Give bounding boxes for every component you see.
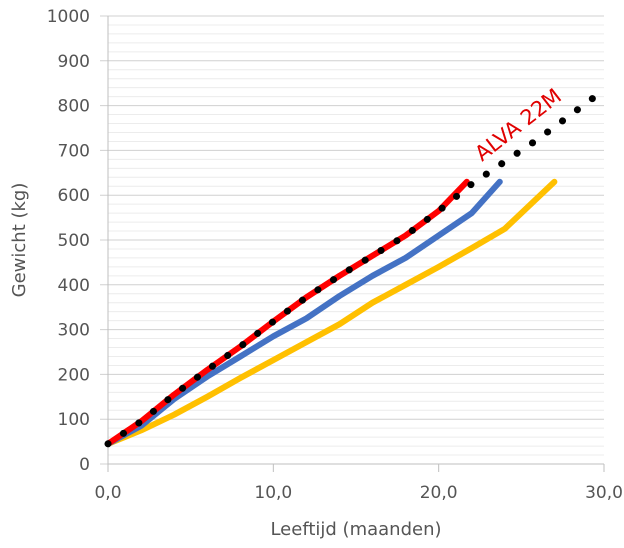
x-tick-label: 20,0: [420, 483, 458, 503]
y-axis-title: Gewicht (kg): [9, 183, 30, 298]
x-axis-title: Leeftijd (maanden): [270, 519, 441, 540]
x-tick-label: 0,0: [94, 483, 121, 503]
y-tick-label: 300: [58, 321, 90, 341]
y-tick-label: 600: [58, 186, 90, 206]
x-tick-label: 30,0: [585, 483, 623, 503]
y-tick-label: 100: [58, 410, 90, 430]
y-tick-labels: 0 100 200 300 400 500 600 700 800 900 1000: [47, 7, 90, 475]
series-line: [105, 178, 503, 447]
y-tick-label: 500: [58, 231, 90, 251]
x-tick-label: 10,0: [254, 483, 292, 503]
y-tick-label: 200: [58, 365, 90, 385]
series-layer: [104, 86, 608, 448]
y-tick-label: 400: [58, 276, 90, 296]
y-tick-label: 800: [58, 97, 90, 117]
x-tick-labels: 0,0 10,0 20,0 30,0: [94, 464, 623, 503]
series-line: [105, 178, 558, 447]
y-tick-label: 900: [58, 52, 90, 72]
y-tick-label: 700: [58, 141, 90, 161]
y-tick-label: 1000: [47, 7, 90, 27]
y-tick-label: 0: [79, 455, 90, 475]
axes: [107, 16, 604, 472]
